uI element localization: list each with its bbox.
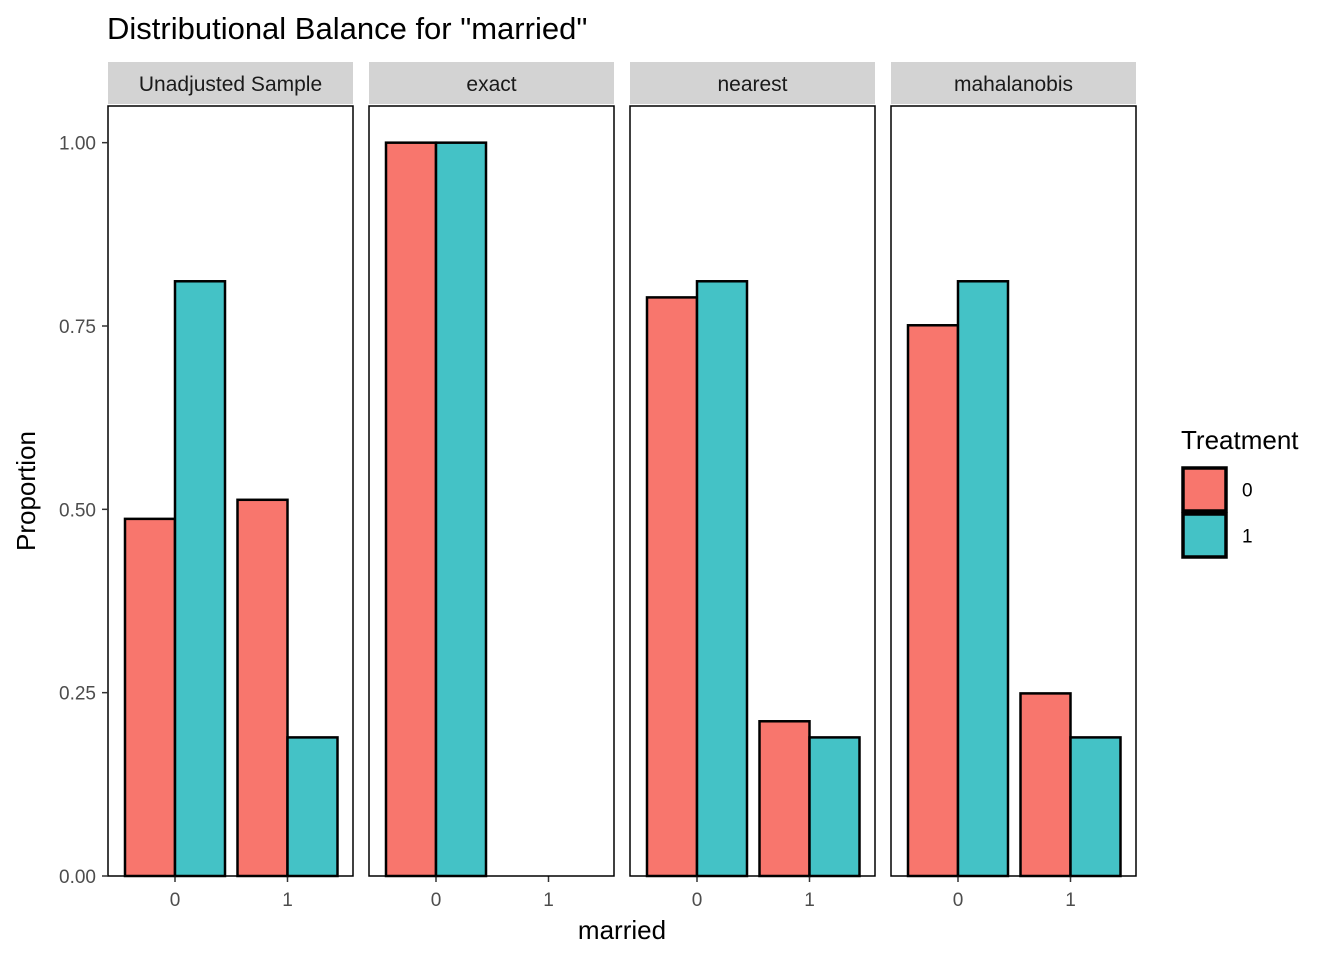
bar — [956, 280, 1010, 878]
facet-strip-label: mahalanobis — [954, 73, 1073, 96]
x-tick-label: 0 — [953, 890, 964, 911]
x-tick-label: 1 — [543, 890, 554, 911]
facet-panel: mahalanobis 0 1 — [890, 62, 1137, 911]
panel-border — [890, 105, 1137, 877]
y-tick-label: 0.25 — [59, 684, 96, 705]
y-tick-label: 0.50 — [59, 500, 96, 521]
bar — [808, 736, 861, 878]
bar — [1019, 692, 1072, 878]
x-tick-label: 0 — [431, 890, 442, 911]
x-axis-title: married — [578, 915, 666, 945]
legend: Treatment 0 1 — [1181, 425, 1299, 559]
bar — [384, 141, 438, 878]
facet-strip-label: Unadjusted Sample — [139, 73, 322, 96]
y-tick-label: 0.00 — [59, 867, 96, 888]
legend-title: Treatment — [1181, 425, 1299, 455]
bar — [906, 324, 960, 878]
facet-panel: nearest 0 1 — [629, 62, 876, 911]
panel-border — [629, 105, 876, 877]
facet-strip — [630, 62, 875, 104]
facet-panel: Unadjusted Sample 0 1 — [107, 62, 354, 911]
panel-border — [368, 105, 615, 877]
y-tick-label: 0.75 — [59, 317, 96, 338]
legend-label: 0 — [1242, 481, 1253, 502]
facet-strip-label: nearest — [717, 73, 787, 96]
facet-strip-label: exact — [466, 73, 516, 96]
legend-key — [1181, 466, 1228, 513]
facet-panel: exact 0 1 — [368, 62, 615, 911]
x-tick-label: 0 — [692, 890, 703, 911]
y-axis-title: Proportion — [11, 431, 41, 551]
facet-strip — [369, 62, 614, 104]
bar — [434, 141, 488, 878]
bar — [236, 498, 289, 878]
x-tick-label: 1 — [1065, 890, 1076, 911]
legend-key — [1181, 512, 1228, 559]
panel-border — [107, 105, 354, 877]
bar — [695, 280, 749, 878]
y-axis: 0.00 0.25 0.50 0.75 1.00 — [59, 134, 108, 888]
x-tick-label: 1 — [282, 890, 293, 911]
x-tick-label: 0 — [170, 890, 181, 911]
bar — [123, 517, 177, 878]
bar — [286, 736, 339, 878]
bar — [758, 720, 811, 878]
legend-label: 1 — [1242, 527, 1253, 548]
x-tick-label: 1 — [804, 890, 815, 911]
chart-title: Distributional Balance for "married" — [107, 11, 587, 46]
facet-strip — [891, 62, 1136, 104]
bar — [1069, 736, 1122, 878]
bar — [173, 280, 227, 878]
y-tick-label: 1.00 — [59, 134, 96, 155]
facet-strip — [108, 62, 353, 104]
bar — [645, 296, 699, 878]
